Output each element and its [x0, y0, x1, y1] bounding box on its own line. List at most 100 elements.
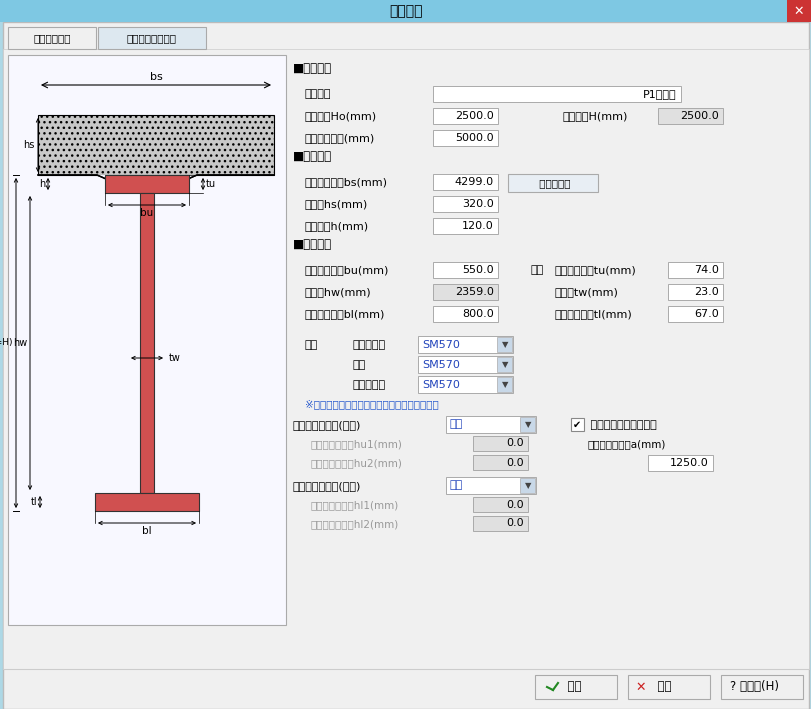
Text: SM570: SM570: [422, 359, 459, 369]
Text: ハンチ高h(mm): ハンチ高h(mm): [305, 221, 369, 231]
Bar: [667, 284, 722, 300]
Text: 垂直補剛材間隔a(mm): 垂直補剛材間隔a(mm): [587, 439, 666, 449]
Text: h: h: [39, 179, 45, 189]
Bar: [432, 174, 497, 190]
Text: 4299.0: 4299.0: [454, 177, 493, 187]
Bar: [496, 337, 512, 352]
Bar: [534, 675, 616, 699]
Text: 板厚: 板厚: [530, 265, 543, 275]
Text: ▼: ▼: [524, 481, 530, 490]
Text: ▼: ▼: [501, 360, 508, 369]
Text: 67.0: 67.0: [693, 309, 718, 319]
Text: 水平補剛材位置hu1(mm): 水平補剛材位置hu1(mm): [311, 439, 402, 449]
Bar: [627, 675, 709, 699]
Bar: [8, 55, 285, 625]
Text: 断面形状: 断面形状: [388, 4, 423, 18]
Text: hw: hw: [13, 338, 27, 348]
Bar: [432, 284, 497, 300]
Bar: [418, 336, 513, 353]
Text: 23.0: 23.0: [693, 287, 718, 297]
Text: 2500.0: 2500.0: [680, 111, 718, 121]
Text: 上フランジ幅bu(mm): 上フランジ幅bu(mm): [305, 265, 389, 275]
Text: ? ヘルプ(H): ? ヘルプ(H): [729, 681, 778, 693]
Polygon shape: [38, 175, 273, 193]
Text: 腹板: 腹板: [353, 360, 366, 370]
Text: なし: なし: [449, 481, 463, 491]
Text: ✔: ✔: [573, 420, 581, 430]
Text: 水平補剛材段数(上段): 水平補剛材段数(上段): [293, 420, 361, 430]
Bar: [8, 27, 96, 49]
Bar: [473, 497, 527, 512]
Text: 2500.0: 2500.0: [455, 111, 493, 121]
Bar: [496, 357, 512, 372]
Text: 水平補剛材位置hl2(mm): 水平補剛材位置hl2(mm): [311, 519, 399, 529]
Bar: [496, 377, 512, 392]
Bar: [519, 417, 534, 432]
Text: 基準桁高Ho(mm): 基準桁高Ho(mm): [305, 111, 376, 121]
Text: hs: hs: [24, 140, 35, 150]
Text: Ho(=H): Ho(=H): [0, 338, 13, 347]
Text: ▼: ▼: [501, 380, 508, 389]
Bar: [508, 174, 597, 192]
Text: 床版厚hs(mm): 床版厚hs(mm): [305, 199, 368, 209]
Bar: [720, 675, 802, 699]
Text: tu: tu: [206, 179, 216, 189]
Bar: [473, 455, 527, 470]
Text: 上フランジ: 上フランジ: [353, 340, 386, 350]
Text: 320.0: 320.0: [461, 199, 493, 209]
Text: 垂直補剛材を配置する: 垂直補剛材を配置する: [586, 420, 656, 430]
Bar: [473, 436, 527, 451]
Text: 鋼桁全高H(mm): 鋼桁全高H(mm): [562, 111, 628, 121]
Bar: [3, 49, 808, 669]
Text: 取消: 取消: [649, 681, 671, 693]
Text: 0.0: 0.0: [506, 457, 523, 467]
Text: 5000.0: 5000.0: [455, 133, 493, 143]
Bar: [657, 108, 722, 124]
Text: 0.0: 0.0: [506, 438, 523, 449]
Text: ■主桁諸元: ■主桁諸元: [293, 238, 332, 250]
Text: bs: bs: [149, 72, 162, 82]
Text: ※鋼材名称の書文字表記は降伏点一定鋼を表す: ※鋼材名称の書文字表記は降伏点一定鋼を表す: [305, 399, 438, 409]
Bar: [519, 478, 534, 493]
Text: 断面名称: 断面名称: [305, 89, 331, 99]
Text: tw: tw: [169, 353, 181, 363]
Text: 腹板厚tw(mm): 腹板厚tw(mm): [554, 287, 618, 297]
Text: tl: tl: [30, 497, 37, 507]
Bar: [432, 130, 497, 146]
Bar: [432, 108, 497, 124]
Text: 550.0: 550.0: [461, 265, 493, 275]
Text: SM570: SM570: [422, 340, 459, 350]
Text: 固定点間距離(mm): 固定点間距離(mm): [305, 133, 375, 143]
Bar: [95, 493, 199, 511]
Text: 水平補剛材段数(下段): 水平補剛材段数(下段): [293, 481, 361, 491]
Bar: [38, 115, 273, 175]
Text: 水平補剛材位置hu2(mm): 水平補剛材位置hu2(mm): [311, 458, 402, 468]
Bar: [667, 262, 722, 278]
Bar: [432, 218, 497, 234]
Text: ✕: ✕: [634, 681, 645, 693]
Text: 上フランジ厚tu(mm): 上フランジ厚tu(mm): [554, 265, 636, 275]
Bar: [445, 477, 535, 494]
Bar: [418, 356, 513, 373]
Bar: [647, 455, 712, 471]
Text: 2359.0: 2359.0: [454, 287, 493, 297]
Text: ✕: ✕: [793, 4, 803, 18]
Text: 確定: 確定: [560, 681, 581, 693]
Text: SM570: SM570: [422, 379, 459, 389]
Text: 床版の有効幅bs(mm): 床版の有効幅bs(mm): [305, 177, 388, 187]
Bar: [432, 262, 497, 278]
Text: 材質: 材質: [305, 340, 318, 350]
Text: 床版橋軸方向鉄筋: 床版橋軸方向鉄筋: [127, 33, 177, 43]
Text: 800.0: 800.0: [461, 309, 493, 319]
Text: ■床版諸元: ■床版諸元: [293, 150, 332, 162]
Text: ▼: ▼: [524, 420, 530, 429]
Bar: [786, 0, 811, 22]
Bar: [445, 416, 535, 433]
Text: 下フランジ: 下フランジ: [353, 380, 386, 390]
Text: bl: bl: [142, 526, 152, 536]
Text: 0.0: 0.0: [506, 518, 523, 528]
Text: P1支点上: P1支点上: [642, 89, 676, 99]
Text: ▼: ▼: [501, 340, 508, 349]
Text: 120.0: 120.0: [461, 221, 493, 231]
Bar: [432, 306, 497, 322]
